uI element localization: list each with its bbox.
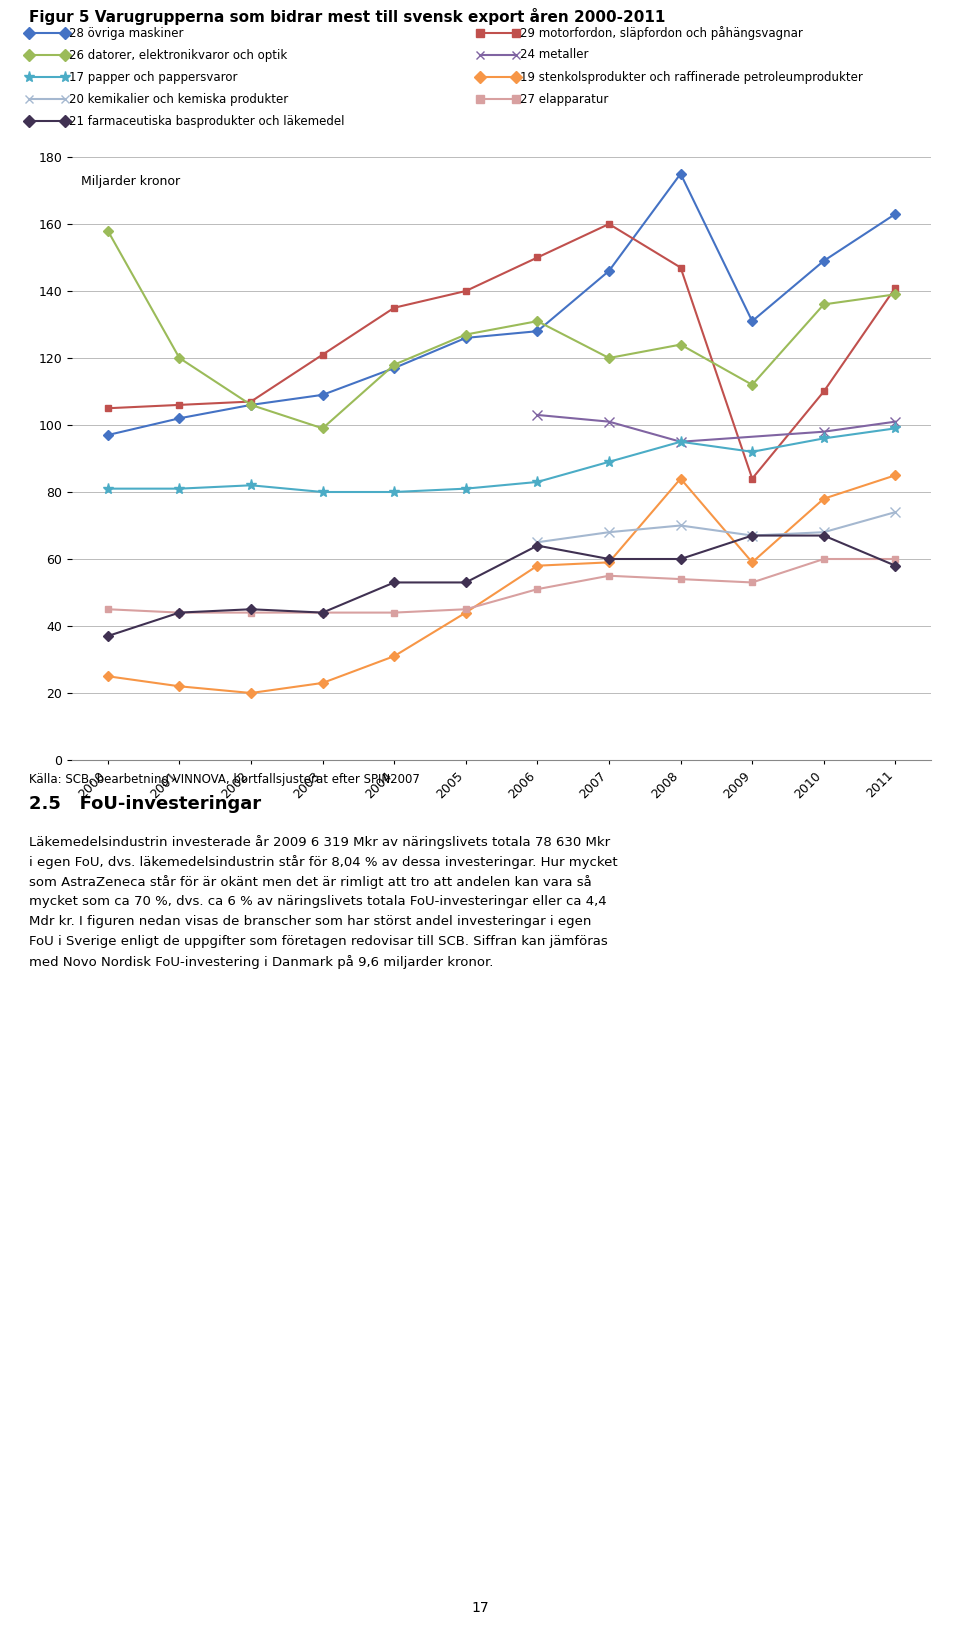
Text: i egen FoU, dvs. läkemedelsindustrin står för 8,04 % av dessa investeringar. Hur: i egen FoU, dvs. läkemedelsindustrin stå…	[29, 855, 617, 868]
Text: Mdr kr. I figuren nedan visas de branscher som har störst andel investeringar i : Mdr kr. I figuren nedan visas de bransch…	[29, 916, 591, 929]
Text: 21 farmaceutiska basprodukter och läkemedel: 21 farmaceutiska basprodukter och läkeme…	[69, 114, 345, 128]
Text: Källa: SCB, bearbetning VINNOVA, bortfallsjusterat efter SPIN2007: Källa: SCB, bearbetning VINNOVA, bortfal…	[29, 773, 420, 786]
Text: Miljarder kronor: Miljarder kronor	[81, 175, 180, 188]
Text: 19 stenkolsprodukter och raffinerade petroleumprodukter: 19 stenkolsprodukter och raffinerade pet…	[520, 70, 863, 83]
Text: som AstraZeneca står för är okänt men det är rimligt att tro att andelen kan var: som AstraZeneca står för är okänt men de…	[29, 875, 591, 889]
Text: Läkemedelsindustrin investerade år 2009 6 319 Mkr av näringslivets totala 78 630: Läkemedelsindustrin investerade år 2009 …	[29, 835, 610, 849]
Text: 2.5   FoU-investeringar: 2.5 FoU-investeringar	[29, 795, 261, 813]
Text: 28 övriga maskiner: 28 övriga maskiner	[69, 26, 183, 39]
Text: 26 datorer, elektronikvaror och optik: 26 datorer, elektronikvaror och optik	[69, 49, 287, 62]
Text: 27 elapparatur: 27 elapparatur	[520, 93, 609, 106]
Text: 17 papper och pappersvaror: 17 papper och pappersvaror	[69, 70, 238, 83]
Text: 20 kemikalier och kemiska produkter: 20 kemikalier och kemiska produkter	[69, 93, 288, 106]
Text: 17: 17	[471, 1601, 489, 1615]
Text: 24 metaller: 24 metaller	[520, 49, 588, 62]
Text: 29 motorfordon, släpfordon och påhängsvagnar: 29 motorfordon, släpfordon och påhängsva…	[520, 26, 804, 39]
Text: mycket som ca 70 %, dvs. ca 6 % av näringslivets totala FoU-investeringar eller : mycket som ca 70 %, dvs. ca 6 % av närin…	[29, 894, 607, 907]
Text: FoU i Sverige enligt de uppgifter som företagen redovisar till SCB. Siffran kan : FoU i Sverige enligt de uppgifter som fö…	[29, 935, 608, 948]
Text: med Novo Nordisk FoU-investering i Danmark på 9,6 miljarder kronor.: med Novo Nordisk FoU-investering i Danma…	[29, 955, 493, 970]
Text: Figur 5 Varugrupperna som bidrar mest till svensk export åren 2000-2011: Figur 5 Varugrupperna som bidrar mest ti…	[29, 8, 665, 25]
